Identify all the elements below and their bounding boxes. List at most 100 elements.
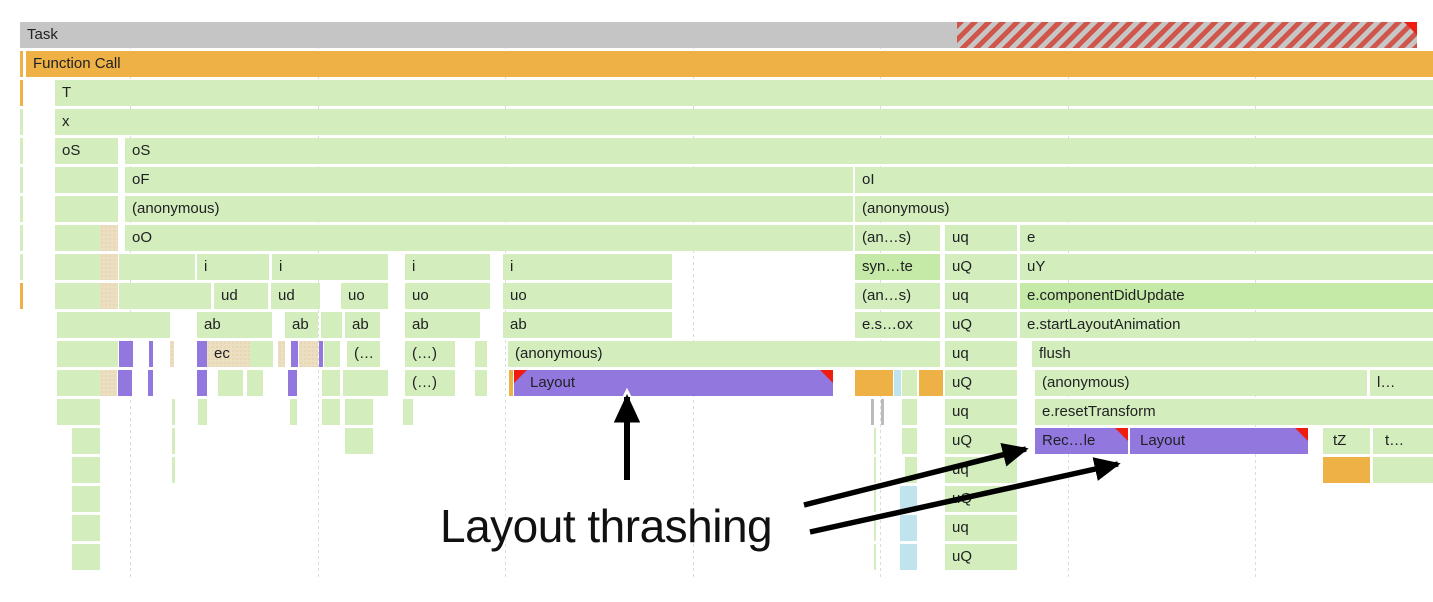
flame-bar-green[interactable] <box>475 341 487 367</box>
flame-bar-of[interactable]: oF <box>125 167 853 193</box>
flame-bar-blue[interactable] <box>900 544 917 570</box>
flame-bar-blue[interactable] <box>900 515 917 541</box>
flame-bar-orange[interactable] <box>1323 457 1370 483</box>
flame-bar-uy[interactable]: uY <box>1020 254 1433 280</box>
flame-bar-green[interactable] <box>119 254 195 280</box>
flame-bar-purple[interactable] <box>288 370 297 396</box>
flame-bar-uq[interactable]: uq <box>945 515 1017 541</box>
flame-bar-green[interactable] <box>172 399 175 425</box>
flame-bar-uq[interactable]: uQ <box>945 428 1017 454</box>
flame-bar-green[interactable] <box>55 225 100 251</box>
flame-bar-green[interactable] <box>119 283 211 309</box>
flame-bar-t[interactable]: t… <box>1373 428 1433 454</box>
flame-bar-ab[interactable]: ab <box>197 312 272 338</box>
flame-bar-beige[interactable] <box>100 254 118 280</box>
flame-bar-green[interactable] <box>475 370 487 396</box>
flame-bar-purple[interactable] <box>118 370 132 396</box>
flame-bar-anonymous[interactable]: (anonymous) <box>855 196 1433 222</box>
flame-bar-green[interactable] <box>57 341 118 367</box>
flame-bar-an-s[interactable]: (an…s) <box>855 283 940 309</box>
flame-bar-ab[interactable]: ab <box>405 312 480 338</box>
flame-bar-green[interactable] <box>55 167 118 193</box>
flame-bar-e-startlayoutanimation[interactable]: e.startLayoutAnimation <box>1020 312 1433 338</box>
flame-bar-orange[interactable] <box>919 370 943 396</box>
flame-bar-ud[interactable]: ud <box>271 283 320 309</box>
flame-bar-green[interactable] <box>20 109 23 135</box>
flame-bar-green[interactable] <box>902 428 917 454</box>
flame-bar-green[interactable] <box>874 544 876 570</box>
flame-bar-green[interactable] <box>57 370 100 396</box>
flame-bar-green[interactable] <box>172 457 175 483</box>
flame-bar-green[interactable] <box>55 283 100 309</box>
flame-bar-graybar[interactable] <box>881 399 884 425</box>
flame-bar-uq[interactable]: uQ <box>945 486 1017 512</box>
flame-bar-i[interactable]: i <box>272 254 388 280</box>
flame-bar-purple[interactable] <box>197 370 207 396</box>
flame-bar-orange[interactable] <box>20 80 23 106</box>
flame-bar-anonymous[interactable]: (anonymous) <box>508 341 940 367</box>
flame-bar-beige[interactable] <box>170 341 174 367</box>
flame-bar-green[interactable] <box>324 341 340 367</box>
flame-bar-bar[interactable]: (… <box>347 341 380 367</box>
flame-bar-uq[interactable]: uQ <box>945 544 1017 570</box>
flame-bar-os[interactable]: oS <box>55 138 118 164</box>
flame-bar-function-call[interactable]: Function Call <box>26 51 1433 77</box>
flame-bar-oi[interactable]: oI <box>855 167 1433 193</box>
flame-bar-uq[interactable]: uQ <box>945 254 1017 280</box>
flame-bar-an-s[interactable]: (an…s) <box>855 225 940 251</box>
flame-bar-blue[interactable] <box>900 486 917 512</box>
flame-bar-green[interactable] <box>57 399 100 425</box>
flame-bar-green[interactable] <box>345 399 373 425</box>
flame-bar-e-componentdidupdate[interactable]: e.componentDidUpdate <box>1020 283 1433 309</box>
flame-bar-uo[interactable]: uo <box>341 283 388 309</box>
flame-bar-uq[interactable]: uQ <box>945 312 1017 338</box>
flame-bar-orange[interactable] <box>20 51 23 77</box>
flame-bar-purple[interactable] <box>319 341 323 367</box>
flame-bar-green[interactable] <box>72 457 100 483</box>
flame-bar-bar[interactable]: (…) <box>405 341 455 367</box>
flame-bar-t[interactable]: T <box>55 80 1433 106</box>
flame-bar-anonymous[interactable]: (anonymous) <box>1035 370 1367 396</box>
flame-bar-beige[interactable] <box>278 341 285 367</box>
flame-bar-green[interactable] <box>20 196 23 222</box>
flame-bar-green[interactable] <box>874 457 876 483</box>
flame-bar-uq[interactable]: uq <box>945 399 1017 425</box>
flame-bar-green[interactable] <box>322 399 340 425</box>
flame-bar-orange[interactable] <box>20 283 23 309</box>
flame-bar-green[interactable] <box>290 399 297 425</box>
flame-bar-green[interactable] <box>198 399 207 425</box>
flame-bar-rec-le[interactable]: Rec…le <box>1035 428 1128 454</box>
flame-bar-i[interactable]: i <box>405 254 490 280</box>
flame-bar-task[interactable]: Task <box>20 22 957 48</box>
flame-bar-flush[interactable]: flush <box>1032 341 1433 367</box>
flame-bar-green[interactable] <box>218 370 243 396</box>
flame-bar-green[interactable] <box>322 370 340 396</box>
flame-bar-ab[interactable]: ab <box>285 312 318 338</box>
flame-bar-oo[interactable]: oO <box>125 225 853 251</box>
flame-bar-green[interactable] <box>20 138 23 164</box>
flame-bar-uq[interactable]: uQ <box>945 370 1017 396</box>
flame-bar-syn-te[interactable]: syn…te <box>855 254 940 280</box>
flame-bar-green[interactable] <box>72 428 100 454</box>
flame-bar-green[interactable] <box>57 312 170 338</box>
flame-bar-green[interactable] <box>403 399 413 425</box>
flame-bar-e[interactable]: e <box>1020 225 1433 251</box>
flame-bar-purple[interactable] <box>119 341 133 367</box>
flame-bar-green[interactable] <box>905 457 917 483</box>
flame-bar-green[interactable] <box>247 370 263 396</box>
flame-bar-green[interactable] <box>902 370 917 396</box>
flame-bar-green[interactable] <box>874 515 876 541</box>
flame-bar-purple[interactable] <box>291 341 298 367</box>
flame-bar-beige[interactable] <box>299 341 318 367</box>
flame-bar-beige[interactable] <box>100 283 118 309</box>
flame-bar-layout[interactable]: Layout <box>514 370 833 396</box>
flame-bar-purple[interactable] <box>197 341 207 367</box>
flame-bar-green[interactable] <box>1373 457 1433 483</box>
flame-bar-ud[interactable]: ud <box>214 283 268 309</box>
flame-bar-i[interactable]: i <box>197 254 269 280</box>
flame-bar-green[interactable] <box>20 167 23 193</box>
flame-bar-tz[interactable]: tZ <box>1323 428 1370 454</box>
flame-bar-os[interactable]: oS <box>125 138 1433 164</box>
flame-bar-e-s-ox[interactable]: e.s…ox <box>855 312 940 338</box>
flame-bar-uq[interactable]: uq <box>945 225 1017 251</box>
